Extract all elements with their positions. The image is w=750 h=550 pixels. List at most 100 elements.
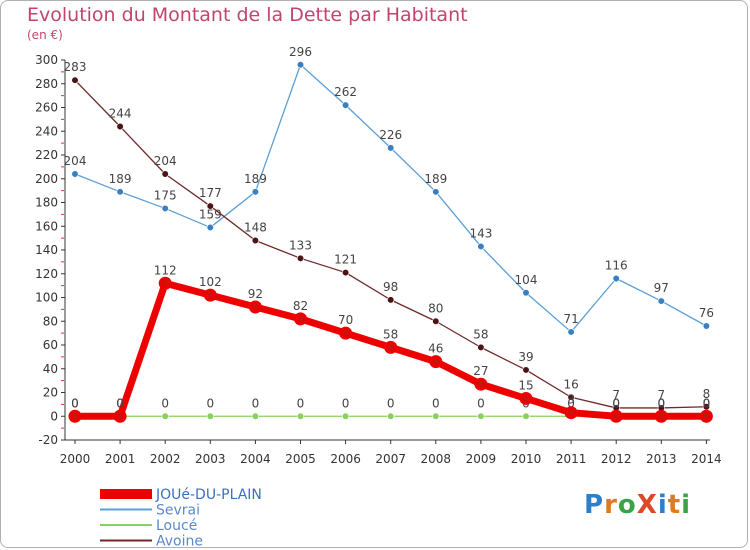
y-tick-label: 120 [35,267,58,281]
data-point-center [477,381,484,388]
data-point [477,343,485,351]
y-tick-label: 80 [43,314,58,328]
data-label: 0 [206,396,214,410]
data-point [116,188,124,196]
y-tick-label: 200 [35,172,58,186]
logo-letter: P [584,490,605,520]
x-tick-label: 2004 [240,452,271,466]
x-tick-label: 2002 [150,452,181,466]
data-label: 8 [703,387,711,401]
data-point [522,366,530,374]
data-label: 0 [71,396,79,410]
data-label: 116 [605,259,628,273]
data-label: 177 [199,186,222,200]
y-tick-label: 100 [35,291,58,305]
data-point-center [703,413,710,420]
data-point-center [72,413,78,420]
data-label: 244 [109,107,132,121]
data-label: 39 [518,350,533,364]
logo-letter: X [636,490,658,520]
logo-letter: t [667,490,682,520]
data-point-center [297,315,304,322]
data-label: 296 [289,45,312,59]
series-sevrai: 2041891751591892962622261891431047111697… [64,45,714,336]
data-point [432,317,440,325]
y-tick-label: 260 [35,101,58,115]
data-point [116,122,124,131]
data-label: 0 [387,396,395,410]
y-tick-label: 140 [35,243,58,257]
data-label: 0 [71,396,79,410]
data-point [477,242,485,251]
data-label: 0 [161,396,169,410]
data-label: 204 [154,154,177,168]
data-point [206,412,214,420]
y-tick-label: 300 [35,53,58,67]
data-label: 189 [109,172,132,186]
data-label: 7 [612,388,620,402]
data-label: 226 [379,128,402,142]
logo-letter: i [657,490,668,520]
x-tick-label: 2009 [466,452,497,466]
data-point-center [613,413,620,420]
data-label: 189 [244,172,267,186]
data-point [387,412,395,420]
data-point-center [387,344,394,351]
data-label: 262 [334,85,357,99]
data-point [206,202,214,210]
data-point [206,223,214,232]
data-point [567,328,575,336]
legend-label: JOUé-DU-PLAIN [155,487,262,503]
data-label: 0 [612,396,620,410]
y-tick-label: 40 [43,362,58,376]
data-point [387,296,395,304]
y-tick-label: 60 [43,338,58,352]
data-point [251,412,259,420]
x-tick-label: 2005 [285,452,316,466]
data-label: 0 [703,396,711,410]
data-point [342,412,350,420]
data-label: 204 [64,154,87,168]
data-label: 121 [334,253,357,267]
data-point [251,236,259,245]
data-label: 0 [432,396,440,410]
data-point [702,322,711,330]
data-point [522,289,530,297]
data-point [296,254,305,262]
x-tick-label: 2013 [646,452,677,466]
data-label: 133 [289,238,312,252]
logo-letter: i [681,490,692,520]
data-label: 0 [116,396,124,410]
data-point [387,144,395,152]
data-point-center [658,413,665,420]
data-point [161,204,169,213]
x-tick-label: 2001 [105,452,136,466]
data-point-center [432,358,439,365]
data-label: 283 [64,60,87,74]
legend-label: Sevrai [156,503,200,519]
data-point [612,274,620,283]
x-tick-label: 2007 [375,452,406,466]
data-point [296,61,305,69]
data-label: 82 [293,299,308,313]
data-label: 0 [657,396,665,410]
y-tick-label: 0 [50,409,58,423]
data-label: 112 [154,263,177,277]
data-point-center [162,280,169,287]
data-point-center [523,395,529,402]
y-tick-label: 240 [35,124,58,138]
series-avoine: 283 244 204 177 148 133 121 98 80 58 39 16 7 7 8 [64,60,711,412]
data-label: 102 [199,275,222,289]
proxiti-logo: ProXiti [584,490,691,520]
data-label: 7 [657,388,665,402]
data-point-center [342,330,349,337]
data-label: 0 [657,396,665,410]
data-point [71,170,79,178]
data-label: 92 [248,287,263,301]
x-tick-label: 2000 [60,452,91,466]
data-label: 76 [699,306,714,320]
legend-label: Avoine [156,534,203,550]
data-label: 0 [703,396,711,410]
